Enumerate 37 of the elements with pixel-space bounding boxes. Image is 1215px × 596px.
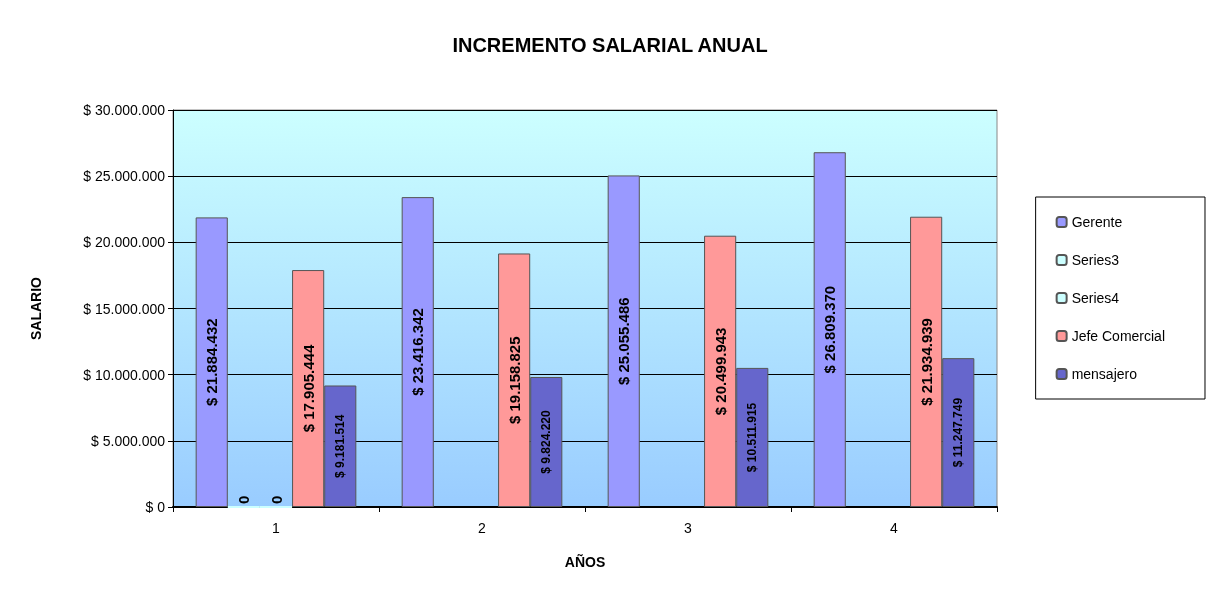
y-tick-label: $ 0	[145, 499, 166, 515]
legend-label: Series4	[1071, 290, 1120, 306]
data-label: $ 9.824.220	[539, 409, 554, 474]
y-tick-label: $ 20.000.000	[83, 234, 166, 251]
y-tick-label: $ 10.000.000	[83, 366, 166, 383]
legend-label: mensajero	[1071, 366, 1138, 382]
legend-label: Jefe Comercial	[1071, 328, 1166, 344]
data-label: $ 26.809.370	[821, 285, 839, 374]
data-label: $ 11.247.749	[951, 397, 966, 468]
data-label: $ 20.499.943	[711, 327, 729, 416]
data-label: $ 9.181.514	[333, 414, 348, 478]
data-label: $ 19.158.825	[505, 336, 523, 425]
data-label: $ 10.511.915	[745, 402, 760, 473]
bar	[813, 152, 846, 507]
y-tick-label: $ 5.000.000	[91, 432, 166, 449]
bar	[401, 197, 434, 507]
data-label: $ 25.055.486	[615, 297, 633, 386]
bar	[607, 175, 640, 507]
data-label: $ 21.934.939	[917, 318, 935, 406]
chart-title: INCREMENTO SALARIAL ANUAL	[452, 34, 768, 56]
x-tick-label: 2	[478, 520, 487, 536]
y-axis-title: SALARIO	[28, 276, 44, 340]
bar	[195, 217, 228, 507]
x-axis-title: AÑOS	[564, 553, 606, 570]
x-tick-label: 4	[890, 520, 899, 536]
data-label: $ 23.416.342	[409, 308, 427, 396]
data-label: $ 17.905.444	[299, 344, 317, 433]
legend-label: Series3	[1071, 252, 1120, 268]
x-tick-label: 3	[684, 520, 693, 536]
y-tick-label: $ 15.000.000	[83, 300, 166, 317]
data-label: $ 21.884.432	[203, 318, 221, 406]
x-tick-label: 1	[272, 520, 281, 536]
y-tick-label: $ 30.000.000	[83, 102, 166, 118]
data-label: 0	[267, 495, 285, 504]
data-label: 0	[235, 495, 253, 504]
legend-label: Gerente	[1071, 214, 1123, 230]
y-tick-label: $ 25.000.000	[83, 168, 166, 185]
